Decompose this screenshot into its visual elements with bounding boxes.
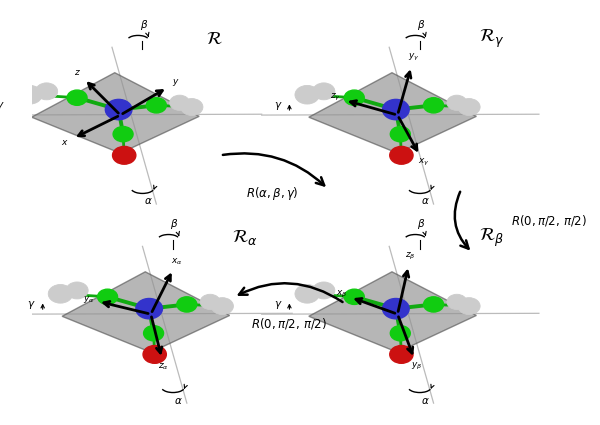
Circle shape [447, 294, 467, 309]
Text: $\alpha$: $\alpha$ [143, 196, 152, 207]
Text: $z_{\alpha}$: $z_{\alpha}$ [158, 361, 169, 372]
Circle shape [177, 297, 197, 312]
Circle shape [295, 85, 319, 104]
Circle shape [35, 83, 58, 100]
Text: $y_{\beta}$: $y_{\beta}$ [412, 361, 423, 372]
Circle shape [48, 284, 73, 303]
Text: $\alpha$: $\alpha$ [421, 196, 430, 207]
Text: $y_{\gamma}$: $y_{\gamma}$ [408, 52, 419, 63]
Circle shape [424, 98, 443, 113]
Text: $x_{\alpha}$: $x_{\alpha}$ [171, 256, 183, 267]
Circle shape [146, 98, 166, 113]
Circle shape [67, 90, 87, 105]
Text: $\gamma$: $\gamma$ [274, 100, 282, 112]
Circle shape [295, 284, 319, 303]
Circle shape [344, 289, 364, 304]
Text: $z_{\beta}$: $z_{\beta}$ [405, 251, 416, 262]
Text: $x_{\gamma}$: $x_{\gamma}$ [418, 157, 430, 168]
Text: $z$: $z$ [74, 68, 81, 77]
Circle shape [211, 298, 233, 314]
Circle shape [391, 326, 410, 341]
Circle shape [391, 127, 410, 142]
Text: $\mathcal{R}_{\alpha}$: $\mathcal{R}_{\alpha}$ [232, 228, 258, 247]
Circle shape [424, 297, 443, 312]
Circle shape [113, 147, 136, 164]
Text: $\beta$: $\beta$ [417, 217, 425, 231]
Circle shape [106, 99, 132, 120]
Circle shape [18, 85, 42, 104]
Circle shape [313, 83, 335, 100]
Polygon shape [309, 73, 476, 153]
Text: $\mathcal{R}_{\gamma}$: $\mathcal{R}_{\gamma}$ [479, 28, 505, 50]
Polygon shape [32, 73, 199, 153]
Text: $y_{\alpha}$: $y_{\alpha}$ [83, 294, 94, 305]
Circle shape [136, 298, 163, 319]
Circle shape [458, 99, 480, 116]
Text: $\gamma$: $\gamma$ [0, 100, 5, 112]
Circle shape [170, 95, 190, 110]
Circle shape [390, 147, 413, 164]
Circle shape [390, 346, 413, 363]
Polygon shape [309, 272, 476, 352]
Polygon shape [62, 272, 230, 352]
Circle shape [344, 90, 364, 105]
Text: $\alpha$: $\alpha$ [174, 396, 183, 405]
Text: $z_{\gamma}$: $z_{\gamma}$ [330, 92, 341, 103]
Circle shape [181, 99, 203, 116]
Text: $\beta$: $\beta$ [170, 217, 179, 231]
Circle shape [458, 298, 480, 314]
Text: $\beta$: $\beta$ [140, 18, 148, 32]
Text: $\gamma$: $\gamma$ [274, 299, 282, 311]
Text: $\mathcal{R}_{\beta}$: $\mathcal{R}_{\beta}$ [479, 227, 505, 249]
Text: $y$: $y$ [172, 77, 180, 88]
Text: $\beta$: $\beta$ [417, 18, 425, 32]
Text: $R(0,\pi/2,\, \pi/2)$: $R(0,\pi/2,\, \pi/2)$ [511, 213, 587, 229]
Text: $R(0,\pi/2,\, \pi/2)$: $R(0,\pi/2,\, \pi/2)$ [251, 316, 328, 331]
Text: $R(\alpha,\beta,\gamma)$: $R(\alpha,\beta,\gamma)$ [247, 185, 299, 202]
Circle shape [447, 95, 467, 110]
Circle shape [143, 326, 164, 341]
Circle shape [383, 99, 409, 120]
Circle shape [200, 294, 220, 309]
Circle shape [383, 298, 409, 319]
Text: $x_{\beta}$: $x_{\beta}$ [336, 289, 347, 300]
Circle shape [113, 127, 133, 142]
Circle shape [66, 282, 88, 299]
Circle shape [143, 346, 166, 363]
Text: $\gamma$: $\gamma$ [27, 299, 35, 311]
Text: $x$: $x$ [61, 138, 68, 147]
Circle shape [313, 282, 335, 299]
Circle shape [98, 289, 118, 304]
Text: $\alpha$: $\alpha$ [421, 396, 430, 405]
Text: $\mathcal{R}$: $\mathcal{R}$ [206, 30, 223, 48]
